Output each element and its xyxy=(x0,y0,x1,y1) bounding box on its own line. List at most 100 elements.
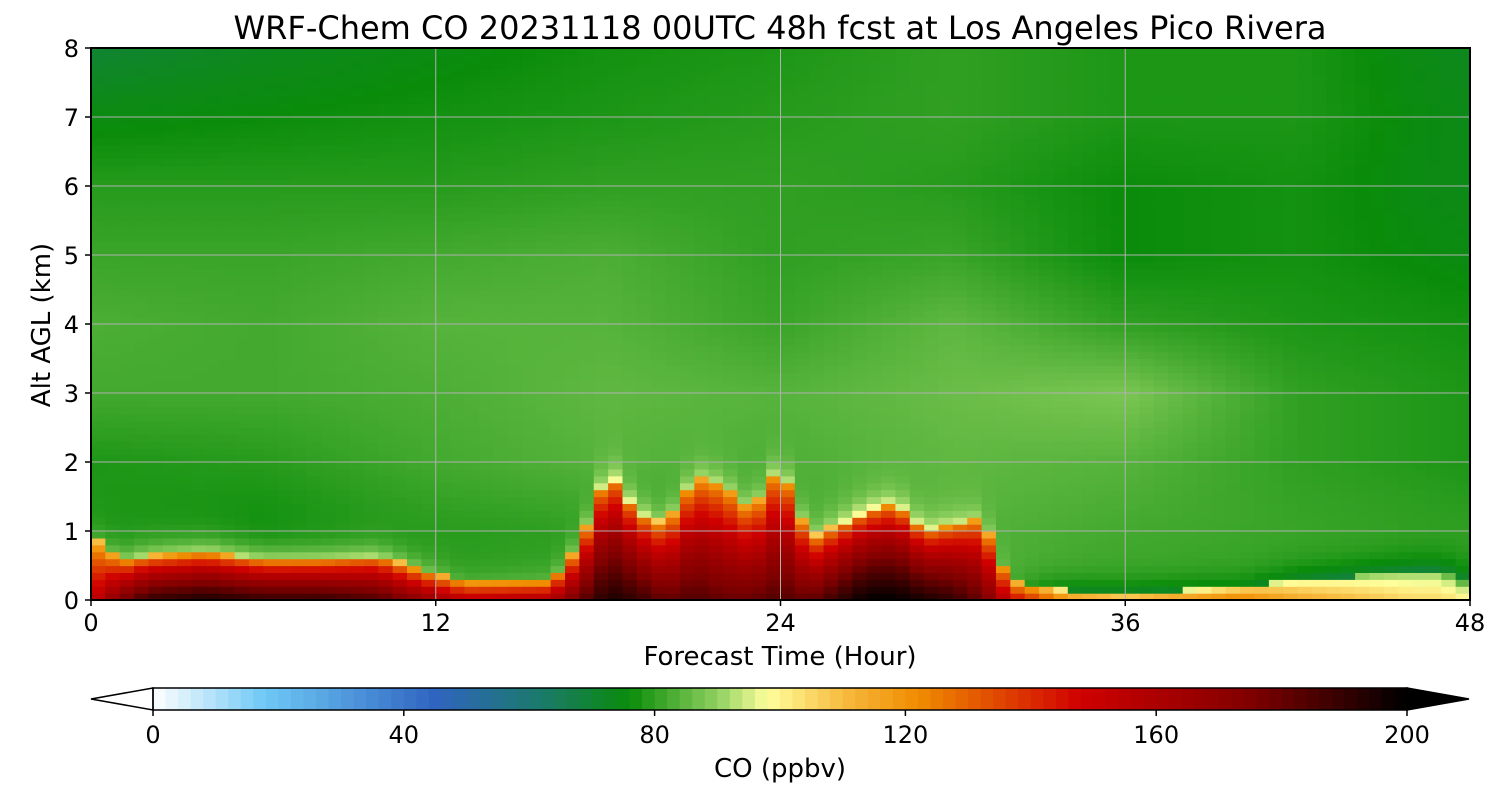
heatmap-cell xyxy=(450,413,466,422)
heatmap-cell xyxy=(263,565,279,573)
heatmap-cell xyxy=(521,213,537,222)
heatmap-cell xyxy=(464,358,480,366)
heatmap-cell xyxy=(766,482,782,491)
heatmap-cell xyxy=(608,572,624,580)
heatmap-cell xyxy=(723,179,738,187)
heatmap-cell xyxy=(162,399,178,408)
heatmap-cell xyxy=(335,455,351,463)
heatmap-cell xyxy=(478,89,494,97)
heatmap-cell xyxy=(507,89,523,97)
heatmap-cell xyxy=(967,358,983,366)
heatmap-cell xyxy=(895,517,911,525)
heatmap-cell xyxy=(794,351,810,360)
heatmap-cell xyxy=(363,372,379,380)
heatmap-cell xyxy=(148,75,164,84)
heatmap-cell xyxy=(105,324,121,332)
heatmap-cell xyxy=(335,68,351,77)
heatmap-cell xyxy=(679,324,695,332)
heatmap-cell xyxy=(349,579,365,587)
heatmap-cell xyxy=(521,317,537,325)
heatmap-cell xyxy=(234,82,250,90)
heatmap-cell xyxy=(794,579,810,587)
heatmap-cell xyxy=(823,413,839,422)
heatmap-cell xyxy=(694,130,710,139)
heatmap-cell xyxy=(134,544,150,553)
heatmap-cell xyxy=(694,137,710,146)
heatmap-cell xyxy=(579,386,595,394)
heatmap-cell xyxy=(421,517,437,525)
heatmap-cell xyxy=(866,275,882,284)
heatmap-cell xyxy=(162,268,178,277)
heatmap-cell xyxy=(91,372,106,380)
heatmap-cell xyxy=(493,358,509,366)
heatmap-cell xyxy=(191,462,207,470)
heatmap-cell xyxy=(723,517,738,525)
heatmap-cell xyxy=(134,296,150,304)
heatmap-cell xyxy=(636,510,652,518)
heatmap-cell xyxy=(205,123,221,132)
heatmap-cell xyxy=(938,441,954,449)
heatmap-cell xyxy=(766,544,782,553)
heatmap-cell xyxy=(550,96,566,104)
heatmap-cell xyxy=(464,420,480,429)
heatmap-cell xyxy=(378,413,394,422)
heatmap-cell xyxy=(363,310,379,318)
heatmap-cell xyxy=(234,468,250,477)
heatmap-cell xyxy=(407,192,422,201)
heatmap-cell xyxy=(823,517,839,525)
heatmap-cell xyxy=(378,593,394,601)
heatmap-cell xyxy=(981,462,997,470)
heatmap-cell xyxy=(335,220,351,228)
heatmap-cell xyxy=(421,448,437,456)
heatmap-cell xyxy=(148,68,164,77)
heatmap-cell xyxy=(694,351,710,360)
heatmap-cell xyxy=(392,54,408,63)
heatmap-cell xyxy=(105,593,121,601)
heatmap-cell xyxy=(105,275,121,284)
heatmap-cell xyxy=(723,586,738,594)
heatmap-cell xyxy=(952,234,968,242)
heatmap-cell xyxy=(363,531,379,539)
heatmap-cell xyxy=(723,268,738,277)
heatmap-cell xyxy=(234,110,250,118)
heatmap-cell xyxy=(866,351,882,360)
heatmap-cell xyxy=(421,117,437,125)
heatmap-cell xyxy=(191,268,207,277)
heatmap-cell xyxy=(909,448,925,456)
heatmap-cell xyxy=(105,234,121,242)
heatmap-cell xyxy=(593,255,609,263)
heatmap-cell xyxy=(220,517,236,525)
heatmap-cell xyxy=(823,248,839,256)
heatmap-cell xyxy=(895,558,911,567)
heatmap-cell xyxy=(277,455,293,463)
heatmap-cell xyxy=(981,468,997,477)
heatmap-cell xyxy=(148,330,164,339)
heatmap-cell xyxy=(909,199,925,208)
heatmap-cell xyxy=(565,61,580,70)
heatmap-cell xyxy=(478,330,494,339)
heatmap-cell xyxy=(636,344,652,353)
heatmap-cell xyxy=(363,448,379,456)
heatmap-cell xyxy=(191,420,207,429)
heatmap-cell xyxy=(593,579,609,587)
heatmap-cell xyxy=(450,54,466,63)
heatmap-cell xyxy=(866,448,882,456)
heatmap-cell xyxy=(363,462,379,470)
heatmap-cell xyxy=(292,413,308,422)
heatmap-cell xyxy=(852,137,868,146)
heatmap-cell xyxy=(493,344,509,353)
heatmap-cell xyxy=(507,503,523,511)
heatmap-cell xyxy=(148,234,164,242)
heatmap-cell xyxy=(881,220,897,228)
heatmap-cell xyxy=(536,75,552,84)
heatmap-cell xyxy=(378,434,394,442)
heatmap-cell xyxy=(924,248,940,256)
heatmap-cell xyxy=(665,151,681,159)
heatmap-cell xyxy=(407,89,422,97)
heatmap-cell xyxy=(119,110,135,118)
heatmap-cell xyxy=(967,462,983,470)
heatmap-cell xyxy=(220,393,236,401)
heatmap-cell xyxy=(464,524,480,532)
heatmap-cell xyxy=(636,489,652,498)
